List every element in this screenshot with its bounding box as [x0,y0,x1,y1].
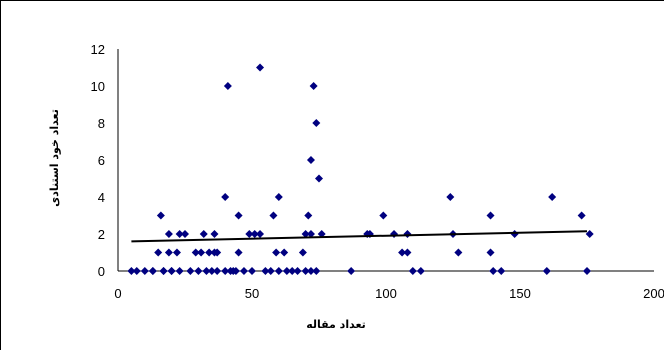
data-point [164,230,173,238]
data-point [306,156,315,164]
data-point [548,193,557,201]
data-point [282,267,291,275]
data-point [312,119,321,127]
data-point [213,248,222,257]
data-point [347,267,356,275]
data-point [234,248,243,257]
data-point [312,267,321,275]
y-tick-label: 6 [98,153,105,168]
data-point [497,267,506,275]
data-point [304,211,313,220]
data-point [583,267,591,275]
data-point [245,230,254,238]
data-point [167,267,176,275]
data-point [274,267,283,275]
data-point [486,248,495,257]
data-point [309,82,318,90]
y-tick-label: 2 [98,227,105,242]
trendline [131,230,588,243]
y-tick-label: 10 [91,79,105,94]
x-tick-label: 150 [509,286,531,301]
data-point [317,230,326,238]
data-point [197,248,206,257]
data-point [202,267,211,275]
data-point [454,248,463,257]
data-point [132,267,141,275]
data-point [398,248,407,257]
data-point [446,193,455,201]
data-point [156,211,165,220]
data-point [223,82,232,90]
data-point [306,230,315,238]
data-point [379,211,388,220]
data-point [301,267,310,275]
data-point [207,267,216,275]
data-point [280,248,289,257]
y-axis-title: تعداد خود استنادی [48,109,61,207]
data-point [234,211,243,220]
data-point [403,248,412,257]
data-point [403,230,412,238]
data-point [585,230,594,238]
data-point [159,267,168,275]
data-point [194,267,203,275]
x-tick-label: 0 [114,286,121,301]
data-point [256,63,265,72]
data-point [239,267,248,275]
data-point [510,230,519,238]
data-point [175,267,184,275]
data-points [127,63,594,275]
data-point [298,248,307,257]
data-point [229,267,238,275]
data-point [288,267,297,275]
data-point [315,174,323,183]
data-point [390,230,399,238]
y-tick-label: 8 [98,116,105,131]
data-point [164,248,173,257]
data-point [250,230,259,238]
y-tick-labels: 0 2 4 6 8 10 12 [91,42,105,279]
data-point [416,267,425,275]
data-point [199,230,208,238]
data-point [256,230,265,238]
x-tick-labels: 0 50 100 150 200 [114,286,664,301]
data-point [191,248,200,257]
data-point [213,267,222,275]
x-tick-label: 200 [643,286,664,301]
data-point [181,230,189,238]
x-tick-label: 50 [245,286,259,301]
y-tick-label: 12 [91,42,105,57]
data-point [266,267,275,275]
data-point [172,248,181,257]
data-point [269,211,278,220]
data-point [210,230,219,238]
x-tick-label: 100 [375,286,397,301]
y-tick-label: 0 [98,264,105,279]
data-point [148,267,157,275]
data-point [408,267,417,275]
data-point [293,267,302,275]
data-point [274,193,283,201]
data-point [577,211,586,220]
data-point [261,267,270,275]
data-point [486,211,495,220]
data-point [186,267,195,275]
y-tick-label: 4 [98,190,105,205]
data-point [221,193,230,201]
data-point [127,267,136,275]
data-point [154,248,163,257]
data-point [489,267,498,275]
data-point [221,267,230,275]
data-point [205,248,214,257]
data-point [306,267,315,275]
data-point [248,267,256,275]
data-point [301,230,310,238]
data-point [272,248,281,257]
data-point [542,267,551,275]
x-axis-title: تعداد مقاله [306,318,366,331]
data-point [175,230,184,238]
data-point [140,267,149,275]
